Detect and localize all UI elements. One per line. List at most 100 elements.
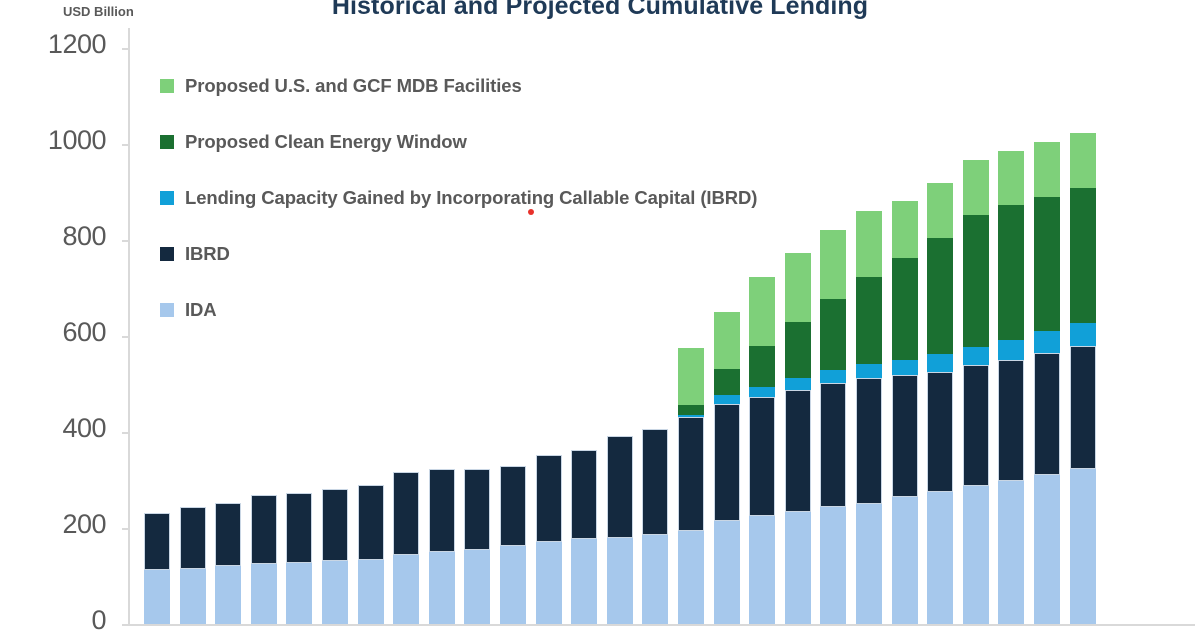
bar-column[interactable] (535, 6, 562, 624)
bar-column[interactable] (215, 6, 242, 624)
bar-column[interactable] (428, 6, 455, 624)
bar-column[interactable] (144, 6, 170, 624)
bar-segment-ida[interactable] (856, 504, 882, 624)
bar-segment-ibrd[interactable] (144, 513, 170, 571)
bar-segment-ibrd[interactable] (571, 450, 598, 540)
bar-segment-ibrd[interactable] (1069, 345, 1096, 470)
bar-segment-mdb-facilities[interactable] (998, 150, 1025, 206)
bar-column[interactable] (322, 6, 348, 624)
bar-segment-ibrd[interactable] (998, 360, 1025, 481)
bar-segment-callable[interactable] (784, 378, 811, 390)
bar-segment-ida[interactable] (571, 539, 598, 624)
bar-segment-mdb-facilities[interactable] (749, 277, 776, 347)
bar-column[interactable] (393, 6, 420, 624)
bar-column[interactable] (571, 6, 598, 624)
bar-segment-mdb-facilities[interactable] (927, 182, 954, 238)
bar-segment-clean-energy[interactable] (820, 298, 847, 370)
bar-segment-ida[interactable] (642, 534, 669, 624)
bar-segment-callable[interactable] (998, 339, 1025, 360)
bar-column[interactable] (500, 6, 526, 624)
bar-segment-clean-energy[interactable] (962, 215, 989, 347)
bar-column[interactable] (678, 6, 704, 624)
bar-segment-ida[interactable] (250, 564, 277, 624)
bar-segment-clean-energy[interactable] (856, 277, 882, 364)
bar-segment-ibrd[interactable] (820, 382, 847, 508)
bar-segment-callable[interactable] (820, 369, 847, 383)
bar-column[interactable] (179, 6, 206, 624)
bar-segment-mdb-facilities[interactable] (891, 200, 918, 259)
bar-segment-callable[interactable] (749, 386, 776, 397)
bar-segment-ida[interactable] (820, 507, 847, 624)
bar-segment-callable[interactable] (927, 354, 954, 372)
bar-segment-ibrd[interactable] (215, 502, 242, 567)
bar-column[interactable] (357, 6, 384, 624)
bar-segment-ibrd[interactable] (749, 396, 776, 517)
bar-segment-clean-energy[interactable] (927, 237, 954, 355)
bar-segment-ibrd[interactable] (927, 371, 954, 492)
bar-segment-ibrd[interactable] (678, 417, 704, 531)
bar-segment-ida[interactable] (927, 491, 954, 624)
bar-segment-ibrd[interactable] (1034, 352, 1060, 476)
bar-segment-ibrd[interactable] (428, 469, 455, 552)
bar-column[interactable] (642, 6, 669, 624)
bar-segment-clean-energy[interactable] (713, 369, 740, 396)
bar-segment-mdb-facilities[interactable] (713, 312, 740, 370)
bar-segment-ibrd[interactable] (393, 472, 420, 556)
bar-column[interactable] (784, 6, 811, 624)
bar-segment-mdb-facilities[interactable] (962, 160, 989, 216)
bar-segment-ida[interactable] (357, 559, 384, 624)
bar-column[interactable] (713, 6, 740, 624)
bar-segment-ida[interactable] (962, 485, 989, 624)
bar-segment-mdb-facilities[interactable] (856, 210, 882, 278)
bar-segment-ida[interactable] (215, 566, 242, 624)
bar-segment-callable[interactable] (891, 359, 918, 376)
bar-segment-mdb-facilities[interactable] (784, 253, 811, 323)
bar-segment-callable[interactable] (1034, 331, 1060, 353)
bar-segment-ida[interactable] (713, 520, 740, 624)
bar-segment-ibrd[interactable] (500, 465, 526, 547)
bar-segment-ida[interactable] (179, 568, 206, 624)
bar-segment-ibrd[interactable] (322, 489, 348, 562)
bar-column[interactable] (927, 6, 954, 624)
bar-segment-ibrd[interactable] (713, 403, 740, 521)
bar-segment-callable[interactable] (1069, 322, 1096, 346)
bar-column[interactable] (464, 6, 491, 624)
bar-segment-ida[interactable] (1069, 469, 1096, 624)
bar-segment-clean-energy[interactable] (1034, 196, 1060, 332)
bar-column[interactable] (1034, 6, 1060, 624)
bar-segment-ibrd[interactable] (856, 378, 882, 504)
bar-column[interactable] (606, 6, 633, 624)
bar-segment-clean-energy[interactable] (998, 205, 1025, 340)
bar-segment-clean-energy[interactable] (678, 404, 704, 416)
bar-segment-ida[interactable] (784, 512, 811, 624)
bar-segment-clean-energy[interactable] (749, 346, 776, 387)
bar-segment-mdb-facilities[interactable] (1069, 133, 1096, 189)
bar-segment-ibrd[interactable] (464, 468, 491, 550)
bar-segment-callable[interactable] (962, 346, 989, 366)
bar-segment-ibrd[interactable] (286, 492, 313, 563)
bar-segment-ida[interactable] (678, 530, 704, 624)
bar-column[interactable] (749, 6, 776, 624)
bar-segment-mdb-facilities[interactable] (820, 229, 847, 299)
bar-column[interactable] (962, 6, 989, 624)
bar-segment-ibrd[interactable] (962, 365, 989, 486)
bar-column[interactable] (250, 6, 277, 624)
bar-segment-mdb-facilities[interactable] (678, 347, 704, 405)
bar-segment-mdb-facilities[interactable] (1034, 142, 1060, 197)
bar-segment-ida[interactable] (464, 549, 491, 624)
bar-segment-ida[interactable] (606, 537, 633, 624)
bar-segment-ida[interactable] (393, 555, 420, 624)
legend-item[interactable]: Lending Capacity Gained by Incorporating… (160, 170, 757, 226)
bar-segment-clean-energy[interactable] (1069, 188, 1096, 323)
bar-segment-ida[interactable] (535, 542, 562, 624)
bar-segment-ida[interactable] (1034, 475, 1060, 624)
bar-segment-callable[interactable] (856, 363, 882, 379)
legend-item[interactable]: IBRD (160, 226, 757, 282)
bar-segment-ibrd[interactable] (250, 495, 277, 564)
bar-segment-ida[interactable] (749, 516, 776, 624)
bar-segment-ida[interactable] (322, 561, 348, 624)
bar-column[interactable] (1069, 6, 1096, 624)
legend-item[interactable]: IDA (160, 282, 757, 338)
bar-segment-clean-energy[interactable] (784, 322, 811, 379)
bar-segment-clean-energy[interactable] (891, 258, 918, 360)
